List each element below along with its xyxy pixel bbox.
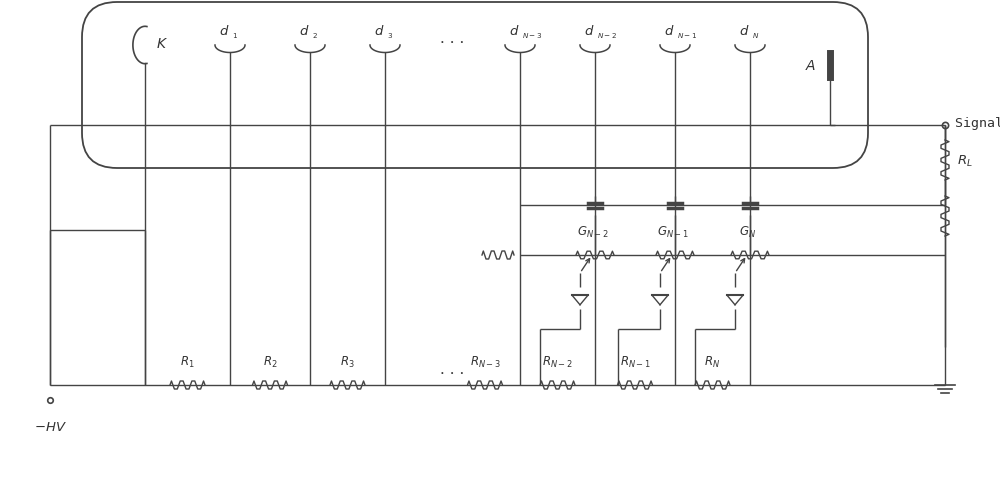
Text: · · ·: · · ·: [440, 36, 465, 50]
Text: A: A: [805, 59, 815, 73]
Text: K: K: [157, 37, 166, 51]
Text: $_{{N-3}}$: $_{{N-3}}$: [522, 31, 543, 41]
Text: Signal OUT: Signal OUT: [955, 116, 1000, 129]
Text: $R_{N}$: $R_{N}$: [704, 354, 721, 369]
Text: $R_{1}$: $R_{1}$: [180, 354, 195, 369]
Text: $d$: $d$: [374, 24, 384, 38]
Text: $_{{N-1}}$: $_{{N-1}}$: [677, 31, 697, 41]
Text: $-HV$: $-HV$: [34, 420, 66, 433]
Text: $_{N}$: $_{N}$: [752, 31, 759, 41]
Text: $R_{2}$: $R_{2}$: [263, 354, 277, 369]
Text: $d$: $d$: [219, 24, 229, 38]
Text: $_{1}$: $_{1}$: [232, 31, 238, 41]
Text: $R_{{N-1}}$: $R_{{N-1}}$: [620, 354, 650, 369]
Text: $d$: $d$: [509, 24, 519, 38]
Text: $_{{N-2}}$: $_{{N-2}}$: [597, 31, 617, 41]
Text: $d$: $d$: [664, 24, 674, 38]
Text: $d$: $d$: [739, 24, 749, 38]
Text: $G_{N}$: $G_{N}$: [739, 225, 757, 240]
Text: $R_{{N-3}}$: $R_{{N-3}}$: [470, 354, 500, 369]
Text: $_{2}$: $_{2}$: [312, 31, 318, 41]
Text: $d$: $d$: [584, 24, 594, 38]
Text: $R_{{N-2}}$: $R_{{N-2}}$: [542, 354, 573, 369]
Text: $R_L$: $R_L$: [957, 153, 973, 168]
Text: $_{3}$: $_{3}$: [387, 31, 393, 41]
Text: $G_{{N-1}}$: $G_{{N-1}}$: [657, 225, 689, 240]
Text: $d$: $d$: [299, 24, 309, 38]
Text: $R_{3}$: $R_{3}$: [340, 354, 355, 369]
Text: $G_{{N-2}}$: $G_{{N-2}}$: [577, 225, 609, 240]
Text: · · ·: · · ·: [440, 366, 465, 380]
